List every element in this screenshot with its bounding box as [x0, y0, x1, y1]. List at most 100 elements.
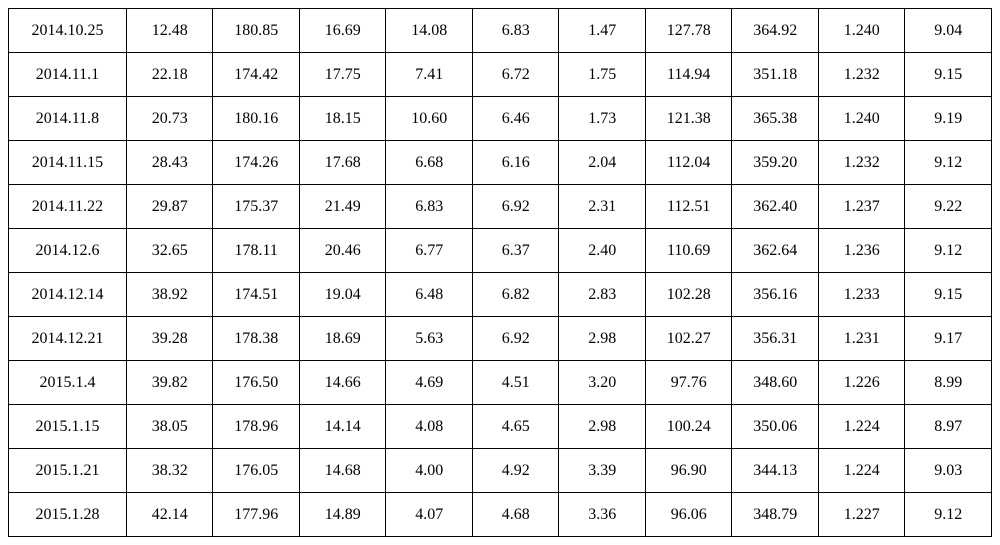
table-cell: 39.28	[126, 317, 213, 361]
table-cell: 10.60	[386, 97, 473, 141]
table-cell: 2.31	[559, 185, 646, 229]
table-cell: 2015.1.28	[9, 493, 127, 537]
table-cell: 2015.1.15	[9, 405, 127, 449]
table-cell: 20.46	[299, 229, 386, 273]
table-cell: 174.51	[213, 273, 300, 317]
table-cell: 2014.12.14	[9, 273, 127, 317]
table-cell: 9.12	[905, 493, 992, 537]
table-cell: 4.07	[386, 493, 473, 537]
table-cell: 4.69	[386, 361, 473, 405]
table-cell: 9.19	[905, 97, 992, 141]
table-cell: 1.236	[818, 229, 905, 273]
table-cell: 9.12	[905, 229, 992, 273]
table-cell: 96.06	[645, 493, 732, 537]
table-row: 2014.10.2512.48180.8516.6914.086.831.471…	[9, 9, 992, 53]
table-cell: 1.47	[559, 9, 646, 53]
table-cell: 3.20	[559, 361, 646, 405]
table-cell: 2015.1.21	[9, 449, 127, 493]
table-cell: 2.98	[559, 317, 646, 361]
table-cell: 6.77	[386, 229, 473, 273]
table-cell: 4.00	[386, 449, 473, 493]
table-cell: 351.18	[732, 53, 819, 97]
table-cell: 348.79	[732, 493, 819, 537]
table-cell: 3.39	[559, 449, 646, 493]
table-cell: 348.60	[732, 361, 819, 405]
table-cell: 17.75	[299, 53, 386, 97]
table-cell: 1.233	[818, 273, 905, 317]
table-cell: 4.68	[472, 493, 559, 537]
data-table: 2014.10.2512.48180.8516.6914.086.831.471…	[8, 8, 992, 537]
table-cell: 4.08	[386, 405, 473, 449]
table-cell: 174.42	[213, 53, 300, 97]
table-cell: 127.78	[645, 9, 732, 53]
table-row: 2015.1.2842.14177.9614.894.074.683.3696.…	[9, 493, 992, 537]
table-row: 2014.12.632.65178.1120.466.776.372.40110…	[9, 229, 992, 273]
table-cell: 16.69	[299, 9, 386, 53]
table-cell: 359.20	[732, 141, 819, 185]
table-cell: 100.24	[645, 405, 732, 449]
table-cell: 2.83	[559, 273, 646, 317]
table-cell: 21.49	[299, 185, 386, 229]
table-cell: 4.65	[472, 405, 559, 449]
table-cell: 28.43	[126, 141, 213, 185]
table-cell: 102.27	[645, 317, 732, 361]
table-cell: 2.04	[559, 141, 646, 185]
table-cell: 1.240	[818, 97, 905, 141]
table-cell: 178.96	[213, 405, 300, 449]
table-cell: 365.38	[732, 97, 819, 141]
table-cell: 9.12	[905, 141, 992, 185]
table-cell: 356.16	[732, 273, 819, 317]
table-cell: 2014.12.6	[9, 229, 127, 273]
table-cell: 6.16	[472, 141, 559, 185]
table-cell: 32.65	[126, 229, 213, 273]
table-cell: 8.99	[905, 361, 992, 405]
table-cell: 1.237	[818, 185, 905, 229]
table-cell: 42.14	[126, 493, 213, 537]
table-cell: 4.51	[472, 361, 559, 405]
table-cell: 18.15	[299, 97, 386, 141]
table-cell: 12.48	[126, 9, 213, 53]
table-cell: 1.224	[818, 405, 905, 449]
table-cell: 102.28	[645, 273, 732, 317]
table-cell: 175.37	[213, 185, 300, 229]
table-cell: 6.48	[386, 273, 473, 317]
table-row: 2014.11.2229.87175.3721.496.836.922.3111…	[9, 185, 992, 229]
table-cell: 9.04	[905, 9, 992, 53]
table-cell: 114.94	[645, 53, 732, 97]
table-cell: 2015.1.4	[9, 361, 127, 405]
table-cell: 6.82	[472, 273, 559, 317]
table-cell: 14.89	[299, 493, 386, 537]
table-cell: 14.68	[299, 449, 386, 493]
table-cell: 344.13	[732, 449, 819, 493]
table-row: 2014.11.1528.43174.2617.686.686.162.0411…	[9, 141, 992, 185]
table-cell: 96.90	[645, 449, 732, 493]
table-row: 2015.1.1538.05178.9614.144.084.652.98100…	[9, 405, 992, 449]
table-cell: 112.04	[645, 141, 732, 185]
table-cell: 19.04	[299, 273, 386, 317]
table-row: 2014.12.2139.28178.3818.695.636.922.9810…	[9, 317, 992, 361]
table-cell: 6.46	[472, 97, 559, 141]
table-cell: 14.14	[299, 405, 386, 449]
table-cell: 6.83	[472, 9, 559, 53]
table-cell: 2014.11.1	[9, 53, 127, 97]
table-cell: 2.98	[559, 405, 646, 449]
table-cell: 1.227	[818, 493, 905, 537]
table-cell: 2014.11.15	[9, 141, 127, 185]
table-cell: 6.37	[472, 229, 559, 273]
table-cell: 39.82	[126, 361, 213, 405]
table-cell: 9.03	[905, 449, 992, 493]
table-cell: 4.92	[472, 449, 559, 493]
table-cell: 14.08	[386, 9, 473, 53]
table-row: 2014.11.122.18174.4217.757.416.721.75114…	[9, 53, 992, 97]
table-cell: 14.66	[299, 361, 386, 405]
table-cell: 1.75	[559, 53, 646, 97]
table-cell: 178.11	[213, 229, 300, 273]
table-cell: 1.232	[818, 141, 905, 185]
table-cell: 1.226	[818, 361, 905, 405]
table-cell: 350.06	[732, 405, 819, 449]
table-row: 2015.1.2138.32176.0514.684.004.923.3996.…	[9, 449, 992, 493]
table-cell: 9.15	[905, 273, 992, 317]
table-cell: 1.240	[818, 9, 905, 53]
table-cell: 29.87	[126, 185, 213, 229]
table-cell: 2014.11.22	[9, 185, 127, 229]
